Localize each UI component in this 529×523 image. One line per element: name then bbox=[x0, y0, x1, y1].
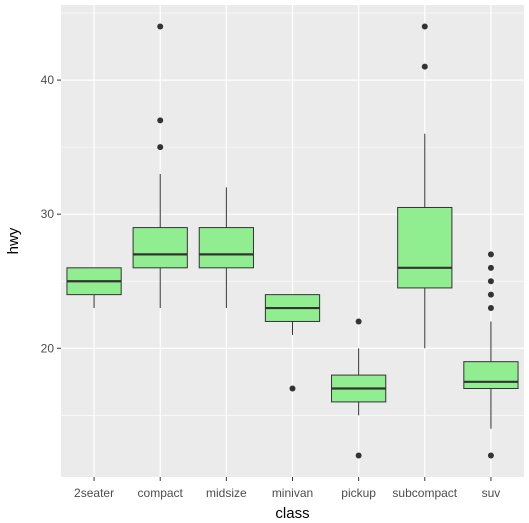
y-axis-ticks: 20 30 40 bbox=[41, 73, 61, 355]
outlier-point bbox=[487, 291, 494, 298]
box-midsize bbox=[198, 187, 254, 309]
box-compact bbox=[132, 23, 188, 309]
outlier-point bbox=[157, 117, 164, 124]
outlier-point bbox=[487, 305, 494, 312]
x-tick-label: midsize bbox=[206, 486, 247, 500]
outlier-point bbox=[421, 23, 428, 30]
outlier-point bbox=[157, 23, 164, 30]
box-series bbox=[66, 23, 519, 459]
y-tick-label: 40 bbox=[41, 73, 55, 87]
box-pickup bbox=[331, 318, 387, 459]
y-tick-label: 30 bbox=[41, 207, 55, 221]
y-tick-label: 20 bbox=[41, 341, 55, 355]
outlier-point bbox=[289, 385, 296, 392]
box-body bbox=[132, 227, 188, 269]
x-tick-label: pickup bbox=[341, 486, 376, 500]
y-axis-title: hwy bbox=[5, 227, 22, 254]
outlier-point bbox=[157, 144, 164, 151]
x-axis-title: class bbox=[275, 505, 309, 522]
x-tick-label: minivan bbox=[272, 486, 313, 500]
outlier-point bbox=[487, 278, 494, 285]
x-axis-ticks: 2seater compact midsize minivan pickup subcom… bbox=[74, 477, 500, 500]
box-body bbox=[463, 361, 519, 390]
outlier-point bbox=[487, 264, 494, 271]
x-tick-label: 2seater bbox=[74, 486, 114, 500]
outlier-point bbox=[355, 318, 362, 325]
x-tick-label: compact bbox=[138, 486, 184, 500]
box-suv bbox=[463, 251, 519, 459]
box-body bbox=[397, 206, 453, 289]
x-tick-label: subcompact bbox=[392, 486, 457, 500]
x-tick-label: suv bbox=[482, 486, 501, 500]
box-minivan bbox=[264, 294, 321, 392]
outlier-point bbox=[487, 452, 494, 459]
box-subcompact bbox=[397, 23, 453, 349]
box-2seater bbox=[66, 267, 122, 309]
outlier-point bbox=[355, 452, 362, 459]
outlier-point bbox=[487, 251, 494, 258]
outlier-point bbox=[421, 63, 428, 70]
box-body bbox=[198, 227, 254, 269]
